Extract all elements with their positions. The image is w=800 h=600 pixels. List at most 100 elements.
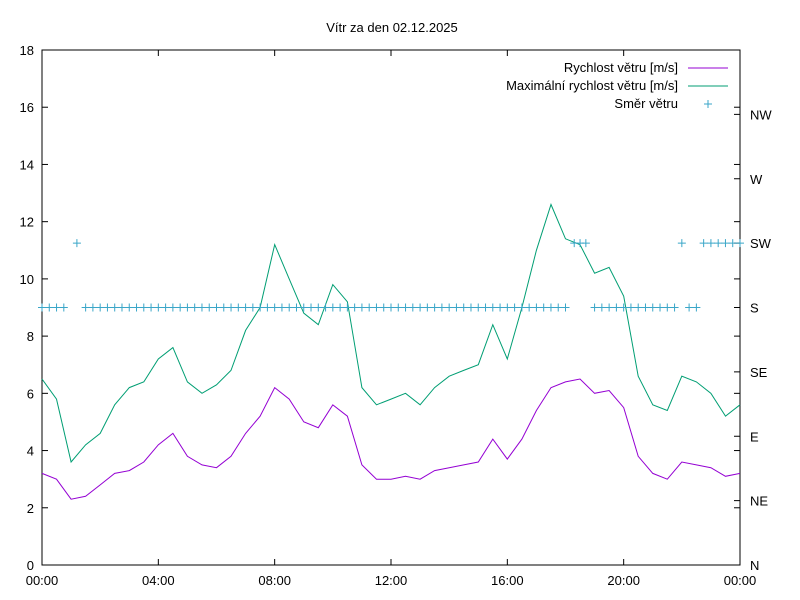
direction-point [351, 304, 359, 312]
direction-point [402, 304, 410, 312]
direction-point [322, 304, 330, 312]
direction-point [198, 304, 206, 312]
wind-chart: Vítr za den 02.12.2025 024681012141618 N… [0, 0, 800, 600]
direction-point [103, 304, 111, 312]
direction-point [438, 304, 446, 312]
direction-point [431, 304, 439, 312]
direction-point [503, 304, 511, 312]
direction-point [671, 304, 679, 312]
y2-tick-label: S [750, 301, 759, 316]
direction-point [729, 239, 737, 247]
direction-point [125, 304, 133, 312]
direction-point [358, 304, 366, 312]
y-tick-label: 14 [20, 157, 34, 172]
series-layer [38, 204, 744, 499]
direction-point [169, 304, 177, 312]
direction-point [271, 304, 279, 312]
direction-point [605, 304, 613, 312]
direction-point [205, 304, 213, 312]
direction-point [227, 304, 235, 312]
direction-point [582, 239, 590, 247]
direction-point [343, 304, 351, 312]
x-tick-label: 08:00 [258, 573, 291, 588]
series-line [42, 205, 740, 463]
series-2 [38, 239, 744, 311]
direction-point [663, 304, 671, 312]
series-line [42, 379, 740, 499]
direction-point [387, 304, 395, 312]
direction-point [591, 304, 599, 312]
direction-point [394, 304, 402, 312]
direction-point [562, 304, 570, 312]
direction-point [612, 304, 620, 312]
y2-tick-label: NW [750, 107, 772, 122]
direction-point [336, 304, 344, 312]
series-0 [42, 379, 740, 499]
direction-point [191, 304, 199, 312]
direction-point [540, 304, 548, 312]
direction-point [300, 304, 308, 312]
direction-point [307, 304, 315, 312]
direction-point [140, 304, 148, 312]
series-1 [42, 204, 740, 462]
direction-point [554, 304, 562, 312]
direction-point [154, 304, 162, 312]
direction-point [249, 304, 257, 312]
x-tick-label: 12:00 [375, 573, 408, 588]
x-axis-time: 00:00 04:00 08:00 12:00 16:00 20:00 00:00 [26, 50, 757, 588]
legend-label: Rychlost větru [m/s] [564, 60, 678, 75]
direction-point [707, 239, 715, 247]
y-tick-label: 2 [27, 501, 34, 516]
y-tick-label: 4 [27, 444, 34, 459]
chart-title: Vítr za den 02.12.2025 [326, 20, 458, 35]
direction-point [474, 304, 482, 312]
direction-point [133, 304, 141, 312]
direction-point [649, 304, 657, 312]
direction-point [183, 304, 191, 312]
legend-label: Maximální rychlost větru [m/s] [506, 78, 678, 93]
direction-point [678, 239, 686, 247]
y-tick-label: 10 [20, 272, 34, 287]
direction-point [372, 304, 380, 312]
direction-point [118, 304, 126, 312]
y-tick-label: 12 [20, 215, 34, 230]
direction-point [598, 304, 606, 312]
direction-point [89, 304, 97, 312]
direction-point [234, 304, 242, 312]
direction-point [496, 304, 504, 312]
direction-point [96, 304, 104, 312]
direction-point [641, 304, 649, 312]
x-tick-label: 16:00 [491, 573, 524, 588]
x-tick-label: 04:00 [142, 573, 175, 588]
direction-point [445, 304, 453, 312]
y-tick-label: 18 [20, 43, 34, 58]
direction-point [656, 304, 664, 312]
y-tick-label: 8 [27, 329, 34, 344]
direction-point [256, 304, 264, 312]
y2-tick-label: N [750, 558, 759, 573]
legend-label: Směr větru [614, 96, 678, 111]
direction-point [511, 304, 519, 312]
direction-point [292, 304, 300, 312]
direction-point [525, 304, 533, 312]
y-tick-label: 16 [20, 100, 34, 115]
y2-tick-label: SE [750, 365, 768, 380]
legend: Rychlost větru [m/s] Maximální rychlost v… [506, 60, 728, 111]
direction-point [714, 239, 722, 247]
direction-point [452, 304, 460, 312]
direction-point [736, 239, 744, 247]
direction-point [220, 304, 228, 312]
direction-point [692, 304, 700, 312]
direction-point [489, 304, 497, 312]
direction-point [82, 304, 90, 312]
direction-point [409, 304, 417, 312]
direction-point [38, 304, 46, 312]
direction-point [685, 304, 693, 312]
direction-point [278, 304, 286, 312]
y2-tick-label: NE [750, 494, 768, 509]
direction-point [547, 304, 555, 312]
y2-tick-label: E [750, 429, 759, 444]
y2-tick-label: SW [750, 236, 772, 251]
direction-point [634, 304, 642, 312]
direction-point [700, 239, 708, 247]
